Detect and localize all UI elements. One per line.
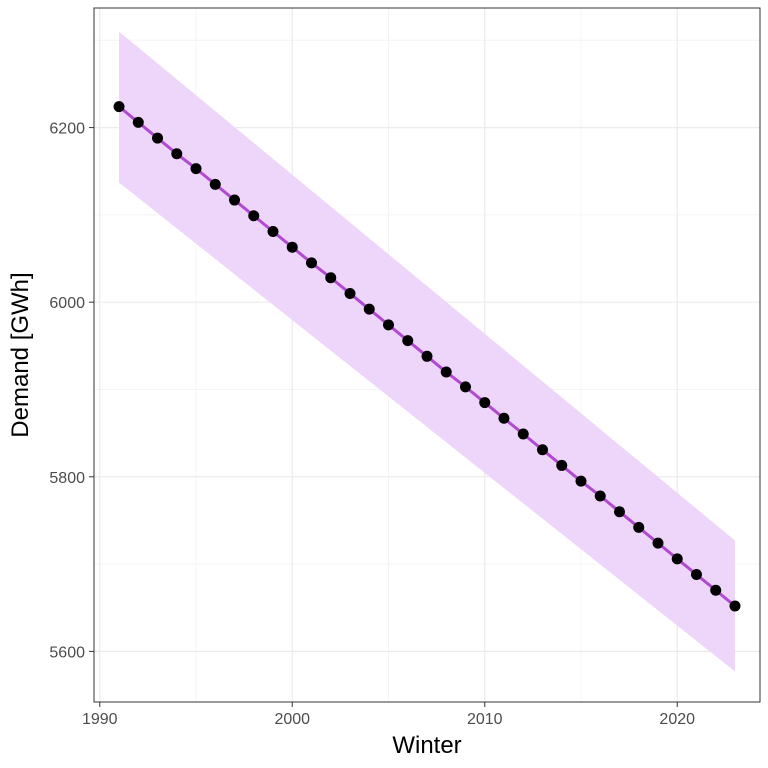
x-axis-ticks: 1990 2000 2010 2020 xyxy=(82,702,695,728)
data-point xyxy=(517,428,529,440)
data-point xyxy=(729,600,741,612)
data-point xyxy=(402,335,414,347)
data-point xyxy=(536,444,548,456)
data-point xyxy=(325,272,337,284)
data-point xyxy=(267,225,279,237)
panel-border xyxy=(93,7,761,703)
x-axis-title: Winter xyxy=(392,732,461,759)
data-point xyxy=(440,366,452,378)
data-point xyxy=(479,397,491,409)
y-tick-label: 5800 xyxy=(49,470,85,487)
x-tick-label: 1990 xyxy=(82,711,118,728)
data-point xyxy=(190,163,202,175)
data-point xyxy=(613,506,625,518)
data-point xyxy=(652,537,664,549)
data-point xyxy=(556,459,568,471)
x-tick-label: 2020 xyxy=(659,711,695,728)
data-point xyxy=(575,475,587,487)
data-point xyxy=(594,490,606,502)
y-tick-label: 5600 xyxy=(49,644,85,661)
data-point xyxy=(113,101,125,113)
data-point xyxy=(248,210,260,222)
data-point xyxy=(229,194,241,206)
data-point xyxy=(383,319,395,331)
data-points-layer xyxy=(113,101,741,612)
data-point xyxy=(152,132,164,144)
y-axis-ticks: 5600 5800 6000 6200 xyxy=(49,121,94,661)
data-point xyxy=(421,350,433,362)
data-point xyxy=(132,116,144,128)
data-point xyxy=(363,303,375,315)
data-point xyxy=(209,178,221,190)
y-tick-label: 6000 xyxy=(49,295,85,312)
data-point xyxy=(690,569,702,581)
y-axis-title: Demand [GWh] xyxy=(7,272,34,437)
y-tick-label: 6200 xyxy=(49,121,85,138)
data-point xyxy=(498,412,510,424)
x-tick-label: 2010 xyxy=(467,711,503,728)
data-point xyxy=(306,257,318,269)
data-point xyxy=(633,521,645,533)
data-point xyxy=(671,553,683,565)
data-point xyxy=(459,381,471,393)
data-point xyxy=(710,584,722,596)
data-point xyxy=(171,148,183,160)
data-point xyxy=(286,241,298,253)
data-point xyxy=(344,287,356,299)
x-tick-label: 2000 xyxy=(274,711,310,728)
